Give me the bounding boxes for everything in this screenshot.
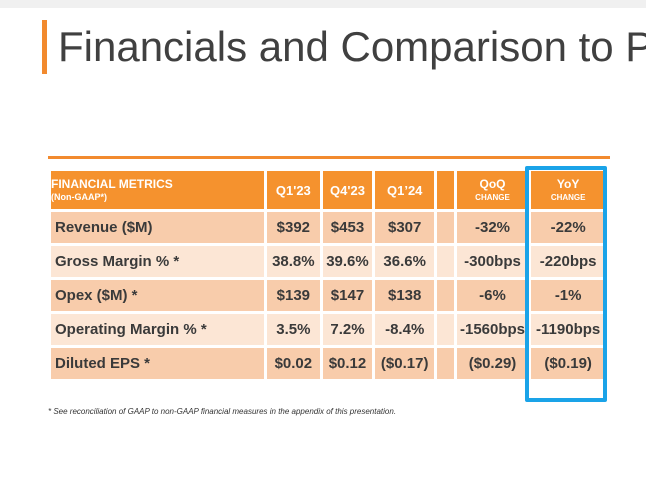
cell-q4-23: $147 xyxy=(322,280,373,311)
header-financial-metrics: FINANCIAL METRICS (Non-GAAP*) xyxy=(51,171,264,209)
table-row: Revenue ($M) $392 $453 $307 -32% -22% xyxy=(51,212,605,243)
row-label: Diluted EPS * xyxy=(51,348,264,379)
cell-qoq: -6% xyxy=(456,280,529,311)
cell-yoy: -1% xyxy=(531,280,605,311)
row-label: Opex ($M) * xyxy=(51,280,264,311)
header-q4-23: Q4'23 xyxy=(322,171,373,209)
cell-spacer xyxy=(437,348,454,379)
cell-q1-23: 3.5% xyxy=(266,314,320,345)
table-row: Operating Margin % * 3.5% 7.2% -8.4% -15… xyxy=(51,314,605,345)
cell-q1-23: $0.02 xyxy=(266,348,320,379)
header-qoq-sub: CHANGE xyxy=(475,193,510,202)
cell-yoy: -22% xyxy=(531,212,605,243)
cell-q4-23: $0.12 xyxy=(322,348,373,379)
cell-qoq: -32% xyxy=(456,212,529,243)
row-label: Operating Margin % * xyxy=(51,314,264,345)
cell-q4-23: 7.2% xyxy=(322,314,373,345)
table-row: Diluted EPS * $0.02 $0.12 ($0.17) ($0.29… xyxy=(51,348,605,379)
financial-metrics-table: FINANCIAL METRICS (Non-GAAP*) Q1'23 Q4'2… xyxy=(48,168,608,382)
header-q1-24: Q1’24 xyxy=(375,171,435,209)
cell-spacer xyxy=(437,280,454,311)
cell-q4-23: 39.6% xyxy=(322,246,373,277)
header-qoq-change: QoQ CHANGE xyxy=(456,171,529,209)
title-accent-bar xyxy=(42,20,47,74)
cell-spacer xyxy=(437,246,454,277)
cell-q1-24: -8.4% xyxy=(375,314,435,345)
cell-yoy: -1190bps xyxy=(531,314,605,345)
cell-spacer xyxy=(437,212,454,243)
cell-q4-23: $453 xyxy=(322,212,373,243)
cell-q1-24: $307 xyxy=(375,212,435,243)
top-band xyxy=(0,0,646,8)
table-row: Gross Margin % * 38.8% 39.6% 36.6% -300b… xyxy=(51,246,605,277)
cell-q1-24: $138 xyxy=(375,280,435,311)
cell-qoq: -1560bps xyxy=(456,314,529,345)
cell-yoy: ($0.19) xyxy=(531,348,605,379)
footnote: * See reconciliation of GAAP to non-GAAP… xyxy=(48,407,397,416)
cell-q1-23: 38.8% xyxy=(266,246,320,277)
cell-spacer xyxy=(437,314,454,345)
header-yoy-sub: CHANGE xyxy=(550,193,586,202)
header-spacer xyxy=(437,171,454,209)
cell-qoq: -300bps xyxy=(456,246,529,277)
cell-yoy: -220bps xyxy=(531,246,605,277)
slide-title: Financials and Comparison to Pri xyxy=(58,23,646,70)
header-yoy-main: YoY xyxy=(556,177,580,191)
cell-q1-24: ($0.17) xyxy=(375,348,435,379)
table-header-row: FINANCIAL METRICS (Non-GAAP*) Q1'23 Q4'2… xyxy=(51,171,605,209)
table-row: Opex ($M) * $139 $147 $138 -6% -1% xyxy=(51,280,605,311)
cell-q1-23: $139 xyxy=(266,280,320,311)
cell-q1-23: $392 xyxy=(266,212,320,243)
header-q1-23: Q1'23 xyxy=(266,171,320,209)
row-label: Gross Margin % * xyxy=(51,246,264,277)
row-label: Revenue ($M) xyxy=(51,212,264,243)
header-yoy-change: YoY CHANGE xyxy=(531,171,605,209)
cell-qoq: ($0.29) xyxy=(456,348,529,379)
header-label-sub: (Non-GAAP*) xyxy=(51,192,107,202)
orange-rule xyxy=(48,156,610,159)
cell-q1-24: 36.6% xyxy=(375,246,435,277)
header-label-main: FINANCIAL METRICS xyxy=(51,177,173,191)
header-qoq-main: QoQ xyxy=(479,177,506,191)
yoy-highlight-box xyxy=(525,166,607,402)
